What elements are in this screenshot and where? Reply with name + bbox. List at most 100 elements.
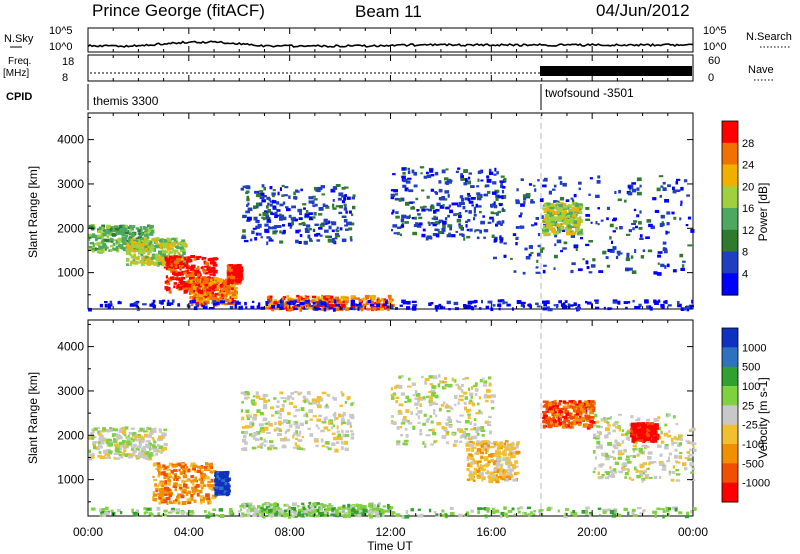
echo-cell <box>369 508 375 513</box>
echo-cell <box>136 256 140 261</box>
echo-cell <box>583 400 589 403</box>
echo-cell <box>470 385 474 390</box>
echo-cell <box>185 466 189 469</box>
echo-cell <box>156 448 160 452</box>
echo-cell <box>222 474 225 477</box>
echo-cell <box>118 451 122 454</box>
echo-cell <box>128 237 131 242</box>
echo-cell <box>324 304 327 308</box>
echo-cell <box>341 194 345 198</box>
echo-cell <box>164 480 168 484</box>
echo-cell <box>268 239 274 242</box>
echo-cell <box>355 297 360 300</box>
echo-cell <box>536 252 541 257</box>
power-echo-layer <box>88 166 695 312</box>
echo-cell <box>117 237 123 242</box>
echo-cell <box>482 384 488 387</box>
echo-cell <box>286 301 291 305</box>
echo-cell <box>208 286 213 289</box>
echo-cell <box>303 240 308 245</box>
echo-cell <box>563 302 566 305</box>
echo-cell <box>102 233 107 237</box>
echo-cell <box>317 296 321 300</box>
echo-cell <box>335 205 340 208</box>
echo-cell <box>160 259 164 264</box>
echo-cell <box>632 299 635 303</box>
echo-cell <box>411 306 417 311</box>
echo-cell <box>190 271 195 275</box>
echo-cell <box>277 420 282 425</box>
echo-cell <box>585 404 589 407</box>
echo-cell <box>408 189 414 193</box>
echo-cell <box>234 280 240 283</box>
echo-cell <box>401 375 404 378</box>
echo-cell <box>216 293 219 296</box>
echo-cell <box>188 259 193 263</box>
echo-cell <box>483 236 486 239</box>
echo-cell <box>570 269 574 274</box>
echo-cell <box>260 429 266 433</box>
echo-cell <box>140 440 145 443</box>
echo-cell <box>112 247 116 251</box>
echo-cell <box>382 303 387 306</box>
echo-cell <box>147 259 152 264</box>
echo-cell <box>250 238 253 242</box>
echo-cell <box>585 411 588 415</box>
echo-cell <box>278 429 282 432</box>
echo-cell <box>419 166 425 169</box>
echo-cell <box>130 431 136 435</box>
echo-cell <box>414 402 419 406</box>
echo-cell <box>454 307 459 311</box>
echo-cell <box>406 300 411 305</box>
echo-cell <box>582 409 586 414</box>
echo-cell <box>133 449 137 453</box>
echo-cell <box>141 231 146 234</box>
echo-cell <box>266 236 271 239</box>
echo-cell <box>374 301 377 305</box>
echo-cell <box>160 448 165 452</box>
echo-cell <box>117 246 121 249</box>
echo-cell <box>585 214 591 217</box>
echo-cell <box>566 212 570 216</box>
echo-cell <box>520 301 526 305</box>
echo-cell <box>162 299 166 302</box>
echo-cell <box>528 303 532 308</box>
echo-cell <box>262 195 267 198</box>
echo-cell <box>123 443 128 447</box>
echo-cell <box>120 231 125 235</box>
echo-cell <box>337 197 342 201</box>
echo-cell <box>212 295 214 300</box>
echo-cell <box>435 221 440 224</box>
echo-cell <box>447 384 452 388</box>
echo-cell <box>299 234 303 238</box>
echo-cell <box>203 477 206 481</box>
echo-cell <box>625 306 628 309</box>
echo-cell <box>371 297 376 301</box>
echo-cell <box>440 305 444 310</box>
echo-cell <box>350 513 355 516</box>
echo-cell <box>497 446 500 450</box>
echo-cell <box>113 456 116 460</box>
echo-cell <box>196 271 201 275</box>
echo-cell <box>575 228 579 233</box>
echo-cell <box>108 429 113 432</box>
echo-cell <box>268 421 271 424</box>
echo-cell <box>481 433 485 437</box>
echo-cell <box>672 269 677 273</box>
echo-cell <box>158 488 162 492</box>
echo-cell <box>487 300 493 304</box>
echo-cell <box>445 206 450 210</box>
echo-cell <box>124 224 128 228</box>
echo-cell <box>98 226 104 230</box>
echo-cell <box>167 483 170 486</box>
echo-cell <box>212 280 217 284</box>
echo-cell <box>612 246 617 250</box>
echo-cell <box>158 256 162 259</box>
echo-cell <box>455 383 460 386</box>
echo-cell <box>152 493 158 497</box>
echo-cell <box>282 224 286 227</box>
echo-cell <box>400 422 405 425</box>
echo-cell <box>503 448 507 453</box>
echo-cell <box>443 428 448 432</box>
echo-cell <box>523 201 526 205</box>
